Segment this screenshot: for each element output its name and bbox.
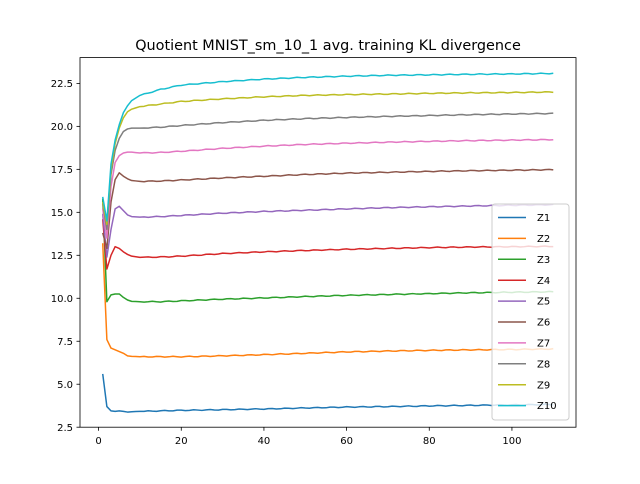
legend-box: [491, 203, 570, 421]
x-tick-label: 60: [340, 436, 353, 447]
y-tick-label: 15.0: [51, 208, 73, 219]
legend-label-z7: Z7: [537, 339, 550, 350]
y-tick-label: 22.5: [51, 79, 73, 90]
y-tick-label: 7.5: [57, 337, 73, 348]
axes-frame: [79, 57, 577, 428]
series-line-z7: [101, 138, 554, 239]
y-tick-label: 20.0: [51, 122, 73, 133]
series-layer: [101, 72, 554, 413]
legend-label-z3: Z3: [537, 255, 550, 266]
x-tick-label: 20: [175, 436, 188, 447]
series-line-z6: [102, 168, 554, 250]
y-axis: 2.5 5.0 7.5 10.0 12.5 15.0 17.5 20.0 22.5: [51, 79, 80, 434]
series-line-z9: [101, 90, 554, 226]
series-line-z1: [101, 373, 554, 413]
series-line-z10: [101, 72, 554, 222]
legend-label-z2: Z2: [537, 234, 550, 245]
legend-label-z6: Z6: [537, 318, 550, 329]
legend: Z1 Z2 Z3 Z4 Z5 Z6 Z7 Z8 Z9 Z10: [491, 203, 570, 421]
legend-label-z10: Z10: [537, 401, 557, 412]
legend-label-z1: Z1: [537, 213, 550, 224]
series-line-z2: [101, 243, 554, 358]
y-tick-label: 2.5: [57, 423, 73, 434]
y-tick-label: 5.0: [57, 380, 73, 391]
x-tick-label: 40: [258, 436, 271, 447]
plot-area: [79, 57, 577, 428]
chart-title: Quotient MNIST_sm_10_1 avg. training KL …: [135, 38, 521, 54]
x-tick-label: 80: [423, 436, 436, 447]
series-line-z5: [101, 203, 554, 258]
y-tick-label: 12.5: [51, 251, 73, 262]
y-tick-label: 17.5: [51, 165, 73, 176]
series-line-z4: [101, 219, 554, 270]
legend-label-z9: Z9: [537, 380, 550, 391]
legend-label-z5: Z5: [537, 297, 550, 308]
series-line-z8: [101, 112, 554, 231]
x-tick-label: 0: [95, 436, 101, 447]
legend-label-z4: Z4: [537, 276, 550, 287]
y-tick-label: 10.0: [51, 294, 73, 305]
series-line-z3: [101, 198, 554, 303]
x-tick-label: 100: [502, 436, 521, 447]
legend-label-z8: Z8: [537, 359, 550, 370]
x-axis: 0 20 40 60 80 100: [95, 427, 521, 447]
